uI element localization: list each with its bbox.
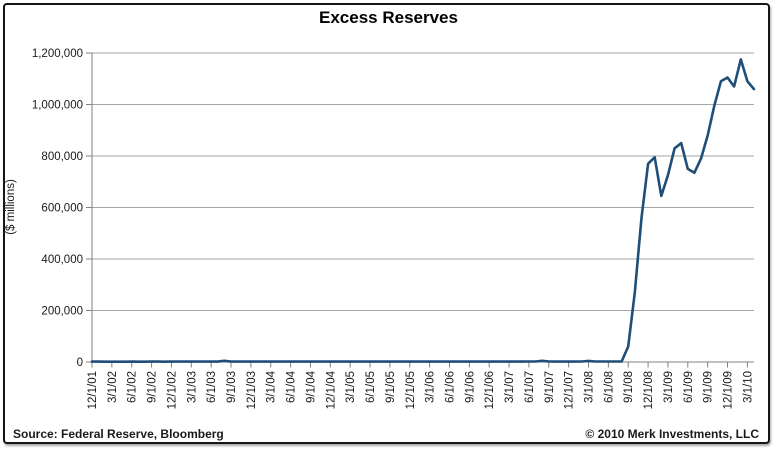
y-axis-title: ($ millions) [5,179,17,235]
x-tick-label: 3/1/02 [107,371,119,403]
x-tick-label: 3/1/07 [504,371,516,403]
x-tick-label: 9/1/06 [464,371,476,403]
x-tick-label: 12/1/03 [246,371,258,409]
x-tick-label: 6/1/06 [444,371,456,403]
x-tick-label: 6/1/07 [524,371,536,403]
x-tick-label: 12/1/05 [405,371,417,409]
x-tick-label: 6/1/04 [286,370,298,403]
x-tick-label: 6/1/08 [603,371,615,403]
y-tick-label: 400,000 [41,254,83,266]
x-tick-label: 6/1/09 [683,371,695,403]
x-tick-label: 9/1/03 [226,371,238,403]
x-tick-label: 9/1/04 [305,370,317,403]
copyright-note: © 2010 Merk Investments, LLC [585,427,759,441]
x-tick-label: 12/1/09 [723,371,735,409]
chart-title: Excess Reserves [319,8,458,27]
x-tick-label: 9/1/05 [385,371,397,403]
axes [86,52,754,368]
x-tick-label: 12/1/01 [87,371,99,409]
y-gridlines [92,52,754,311]
x-tick-label: 9/1/07 [544,371,556,403]
y-tick-label: 1,000,000 [32,100,83,112]
x-tick-label: 12/1/07 [564,371,576,409]
data-line [90,58,756,364]
x-tick-label: 12/1/06 [484,371,496,409]
x-tick-label: 3/1/06 [425,371,437,403]
x-tick-label: 12/1/04 [325,370,337,409]
x-tick-label: 3/1/05 [345,371,357,403]
y-tick-label: 0 [77,357,83,369]
x-tick-label: 6/1/05 [365,371,377,403]
x-tick-label: 12/1/08 [643,371,655,409]
y-tick-label: 1,200,000 [32,48,83,60]
x-tick-label: 9/1/08 [623,371,635,403]
x-axis-labels: 12/1/01 3/1/02 6/1/02 9/1/02 12/1/02 3/1/03 6/… [87,370,754,409]
y-tick-label: 200,000 [41,306,83,318]
source-note: Source: Federal Reserve, Bloomberg [13,427,224,441]
x-tick-label: 9/1/09 [703,371,715,403]
x-tick-label: 3/1/10 [742,371,754,403]
x-tick-label: 6/1/03 [206,371,218,403]
y-axis-labels: 0 200,000 400,000 600,000 800,000 1,000,000 1,… [32,48,83,369]
x-tick-label: 3/1/09 [663,371,675,403]
y-tick-label: 600,000 [41,203,83,215]
x-tick-label: 6/1/02 [127,371,139,403]
x-tick-label: 3/1/04 [266,370,278,403]
x-tick-label: 3/1/08 [584,371,596,403]
x-tick-label: 12/1/02 [166,371,178,409]
y-tick-label: 800,000 [41,151,83,163]
x-tick-label: 9/1/02 [147,371,159,403]
x-tick-label: 3/1/03 [186,371,198,403]
series-excess-reserves [90,58,756,364]
